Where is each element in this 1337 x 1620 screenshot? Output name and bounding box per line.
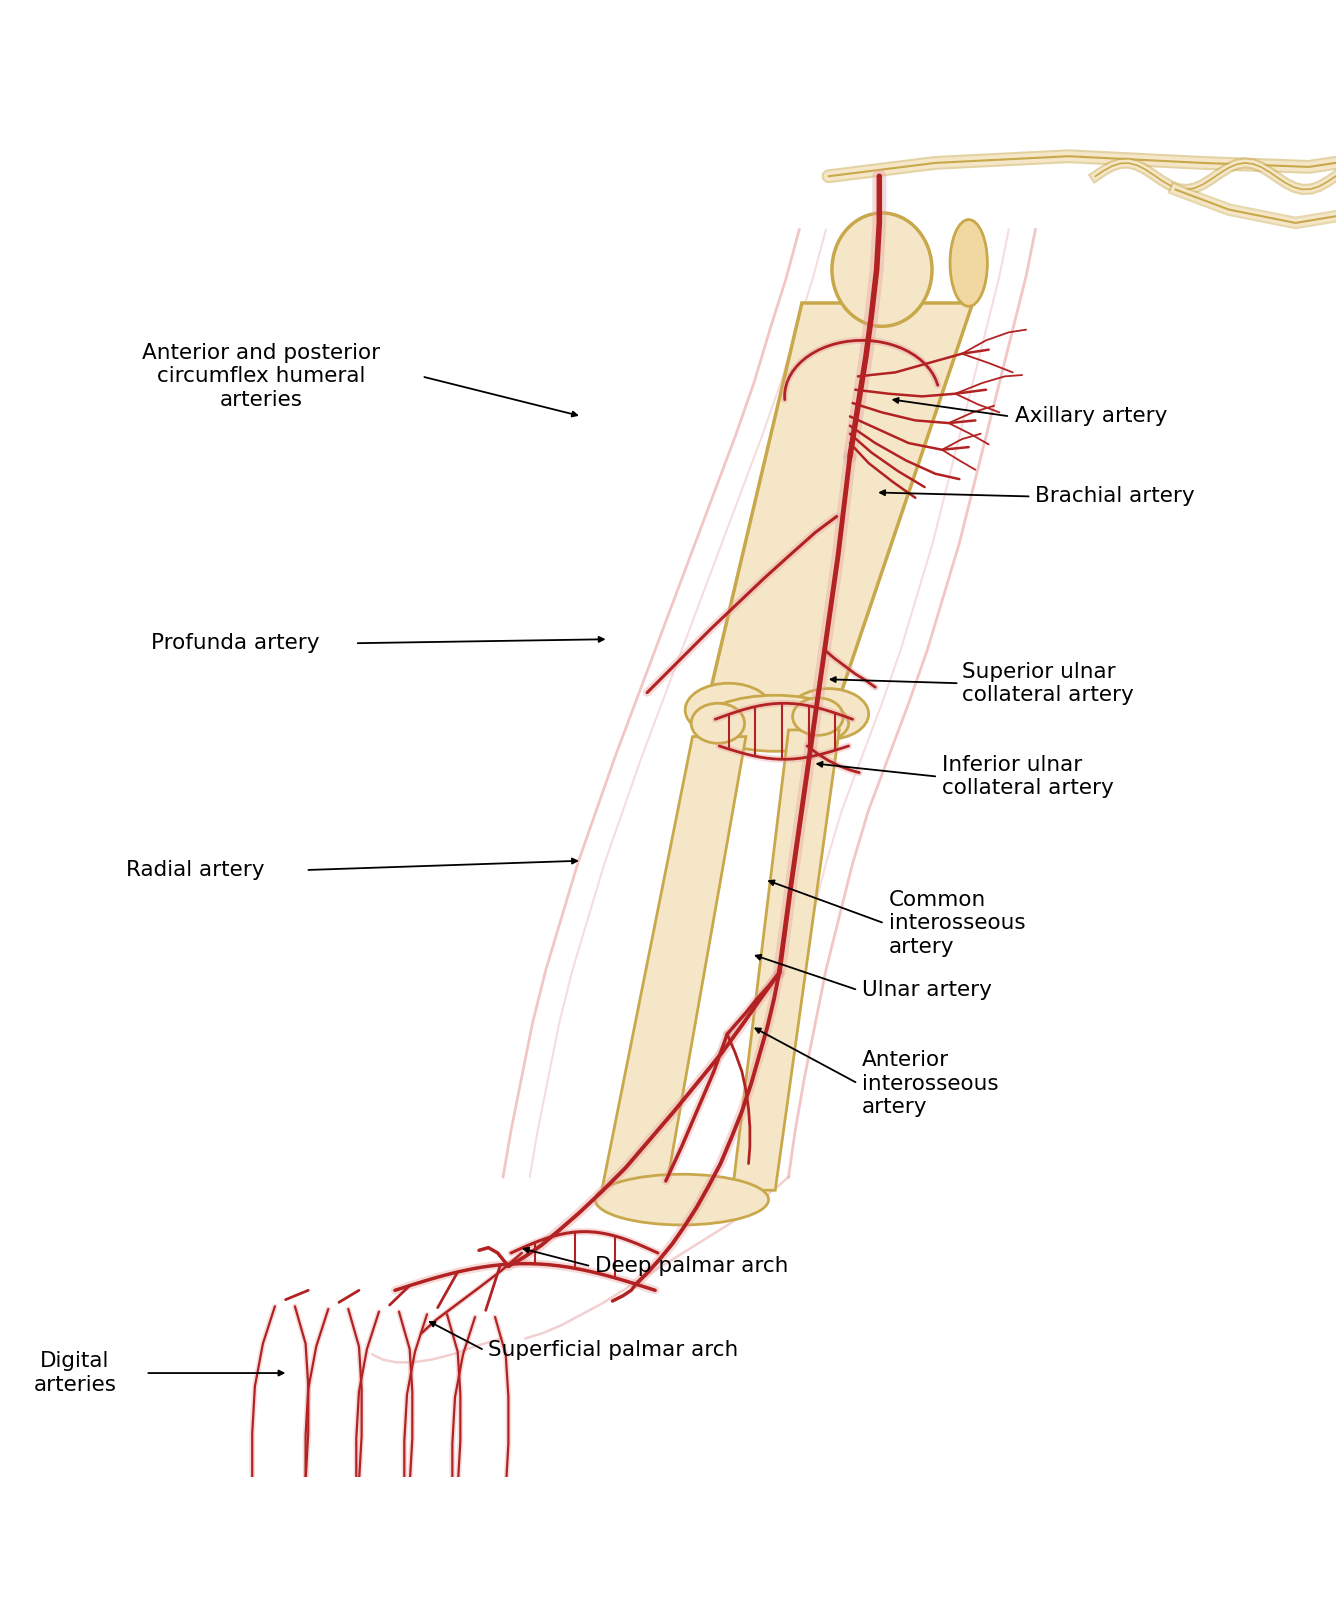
Text: Common
interosseous
artery: Common interosseous artery bbox=[889, 891, 1025, 956]
Polygon shape bbox=[706, 303, 973, 710]
Text: Inferior ulnar
collateral artery: Inferior ulnar collateral artery bbox=[943, 755, 1114, 799]
Text: Radial artery: Radial artery bbox=[126, 860, 265, 880]
Ellipse shape bbox=[951, 220, 988, 306]
Text: Digital
arteries: Digital arteries bbox=[33, 1351, 116, 1395]
Ellipse shape bbox=[832, 212, 932, 326]
Polygon shape bbox=[733, 731, 840, 1191]
Text: Superficial palmar arch: Superficial palmar arch bbox=[488, 1340, 738, 1361]
Text: Axillary artery: Axillary artery bbox=[1015, 407, 1167, 426]
Text: Anterior and posterior
circumflex humeral
arteries: Anterior and posterior circumflex humera… bbox=[143, 343, 381, 410]
Text: Superior ulnar
collateral artery: Superior ulnar collateral artery bbox=[963, 661, 1134, 705]
Ellipse shape bbox=[595, 1174, 769, 1225]
Text: Deep palmar arch: Deep palmar arch bbox=[595, 1256, 789, 1277]
Ellipse shape bbox=[685, 684, 771, 737]
Text: Brachial artery: Brachial artery bbox=[1035, 486, 1195, 507]
Polygon shape bbox=[602, 737, 746, 1191]
Text: Anterior
interosseous
artery: Anterior interosseous artery bbox=[862, 1050, 999, 1116]
Text: Profunda artery: Profunda artery bbox=[151, 633, 320, 653]
Ellipse shape bbox=[793, 698, 844, 735]
Ellipse shape bbox=[702, 695, 849, 752]
Ellipse shape bbox=[691, 703, 745, 744]
Ellipse shape bbox=[789, 688, 869, 739]
Text: Ulnar artery: Ulnar artery bbox=[862, 980, 992, 1000]
